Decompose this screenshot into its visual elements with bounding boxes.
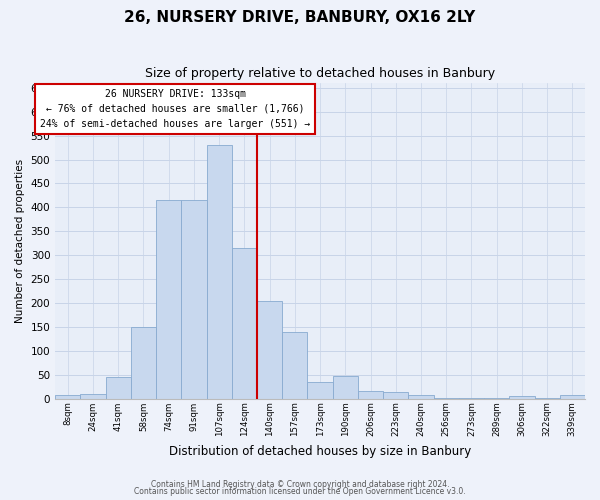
Bar <box>181 200 206 398</box>
Bar <box>560 394 585 398</box>
Text: Contains public sector information licensed under the Open Government Licence v3: Contains public sector information licen… <box>134 487 466 496</box>
Bar <box>156 200 181 398</box>
Text: 26, NURSERY DRIVE, BANBURY, OX16 2LY: 26, NURSERY DRIVE, BANBURY, OX16 2LY <box>124 10 476 25</box>
Bar <box>307 382 332 398</box>
Bar <box>332 376 358 398</box>
Text: 26 NURSERY DRIVE: 133sqm
← 76% of detached houses are smaller (1,766)
24% of sem: 26 NURSERY DRIVE: 133sqm ← 76% of detach… <box>40 89 310 129</box>
Bar <box>282 332 307 398</box>
Bar <box>257 300 282 398</box>
Title: Size of property relative to detached houses in Banbury: Size of property relative to detached ho… <box>145 68 495 80</box>
Bar <box>509 396 535 398</box>
X-axis label: Distribution of detached houses by size in Banbury: Distribution of detached houses by size … <box>169 444 471 458</box>
Bar <box>232 248 257 398</box>
Bar <box>106 377 131 398</box>
Bar <box>358 392 383 398</box>
Text: Contains HM Land Registry data © Crown copyright and database right 2024.: Contains HM Land Registry data © Crown c… <box>151 480 449 489</box>
Bar <box>409 395 434 398</box>
Y-axis label: Number of detached properties: Number of detached properties <box>15 158 25 323</box>
Bar <box>55 394 80 398</box>
Bar <box>80 394 106 398</box>
Bar <box>383 392 409 398</box>
Bar <box>131 327 156 398</box>
Bar <box>206 145 232 399</box>
